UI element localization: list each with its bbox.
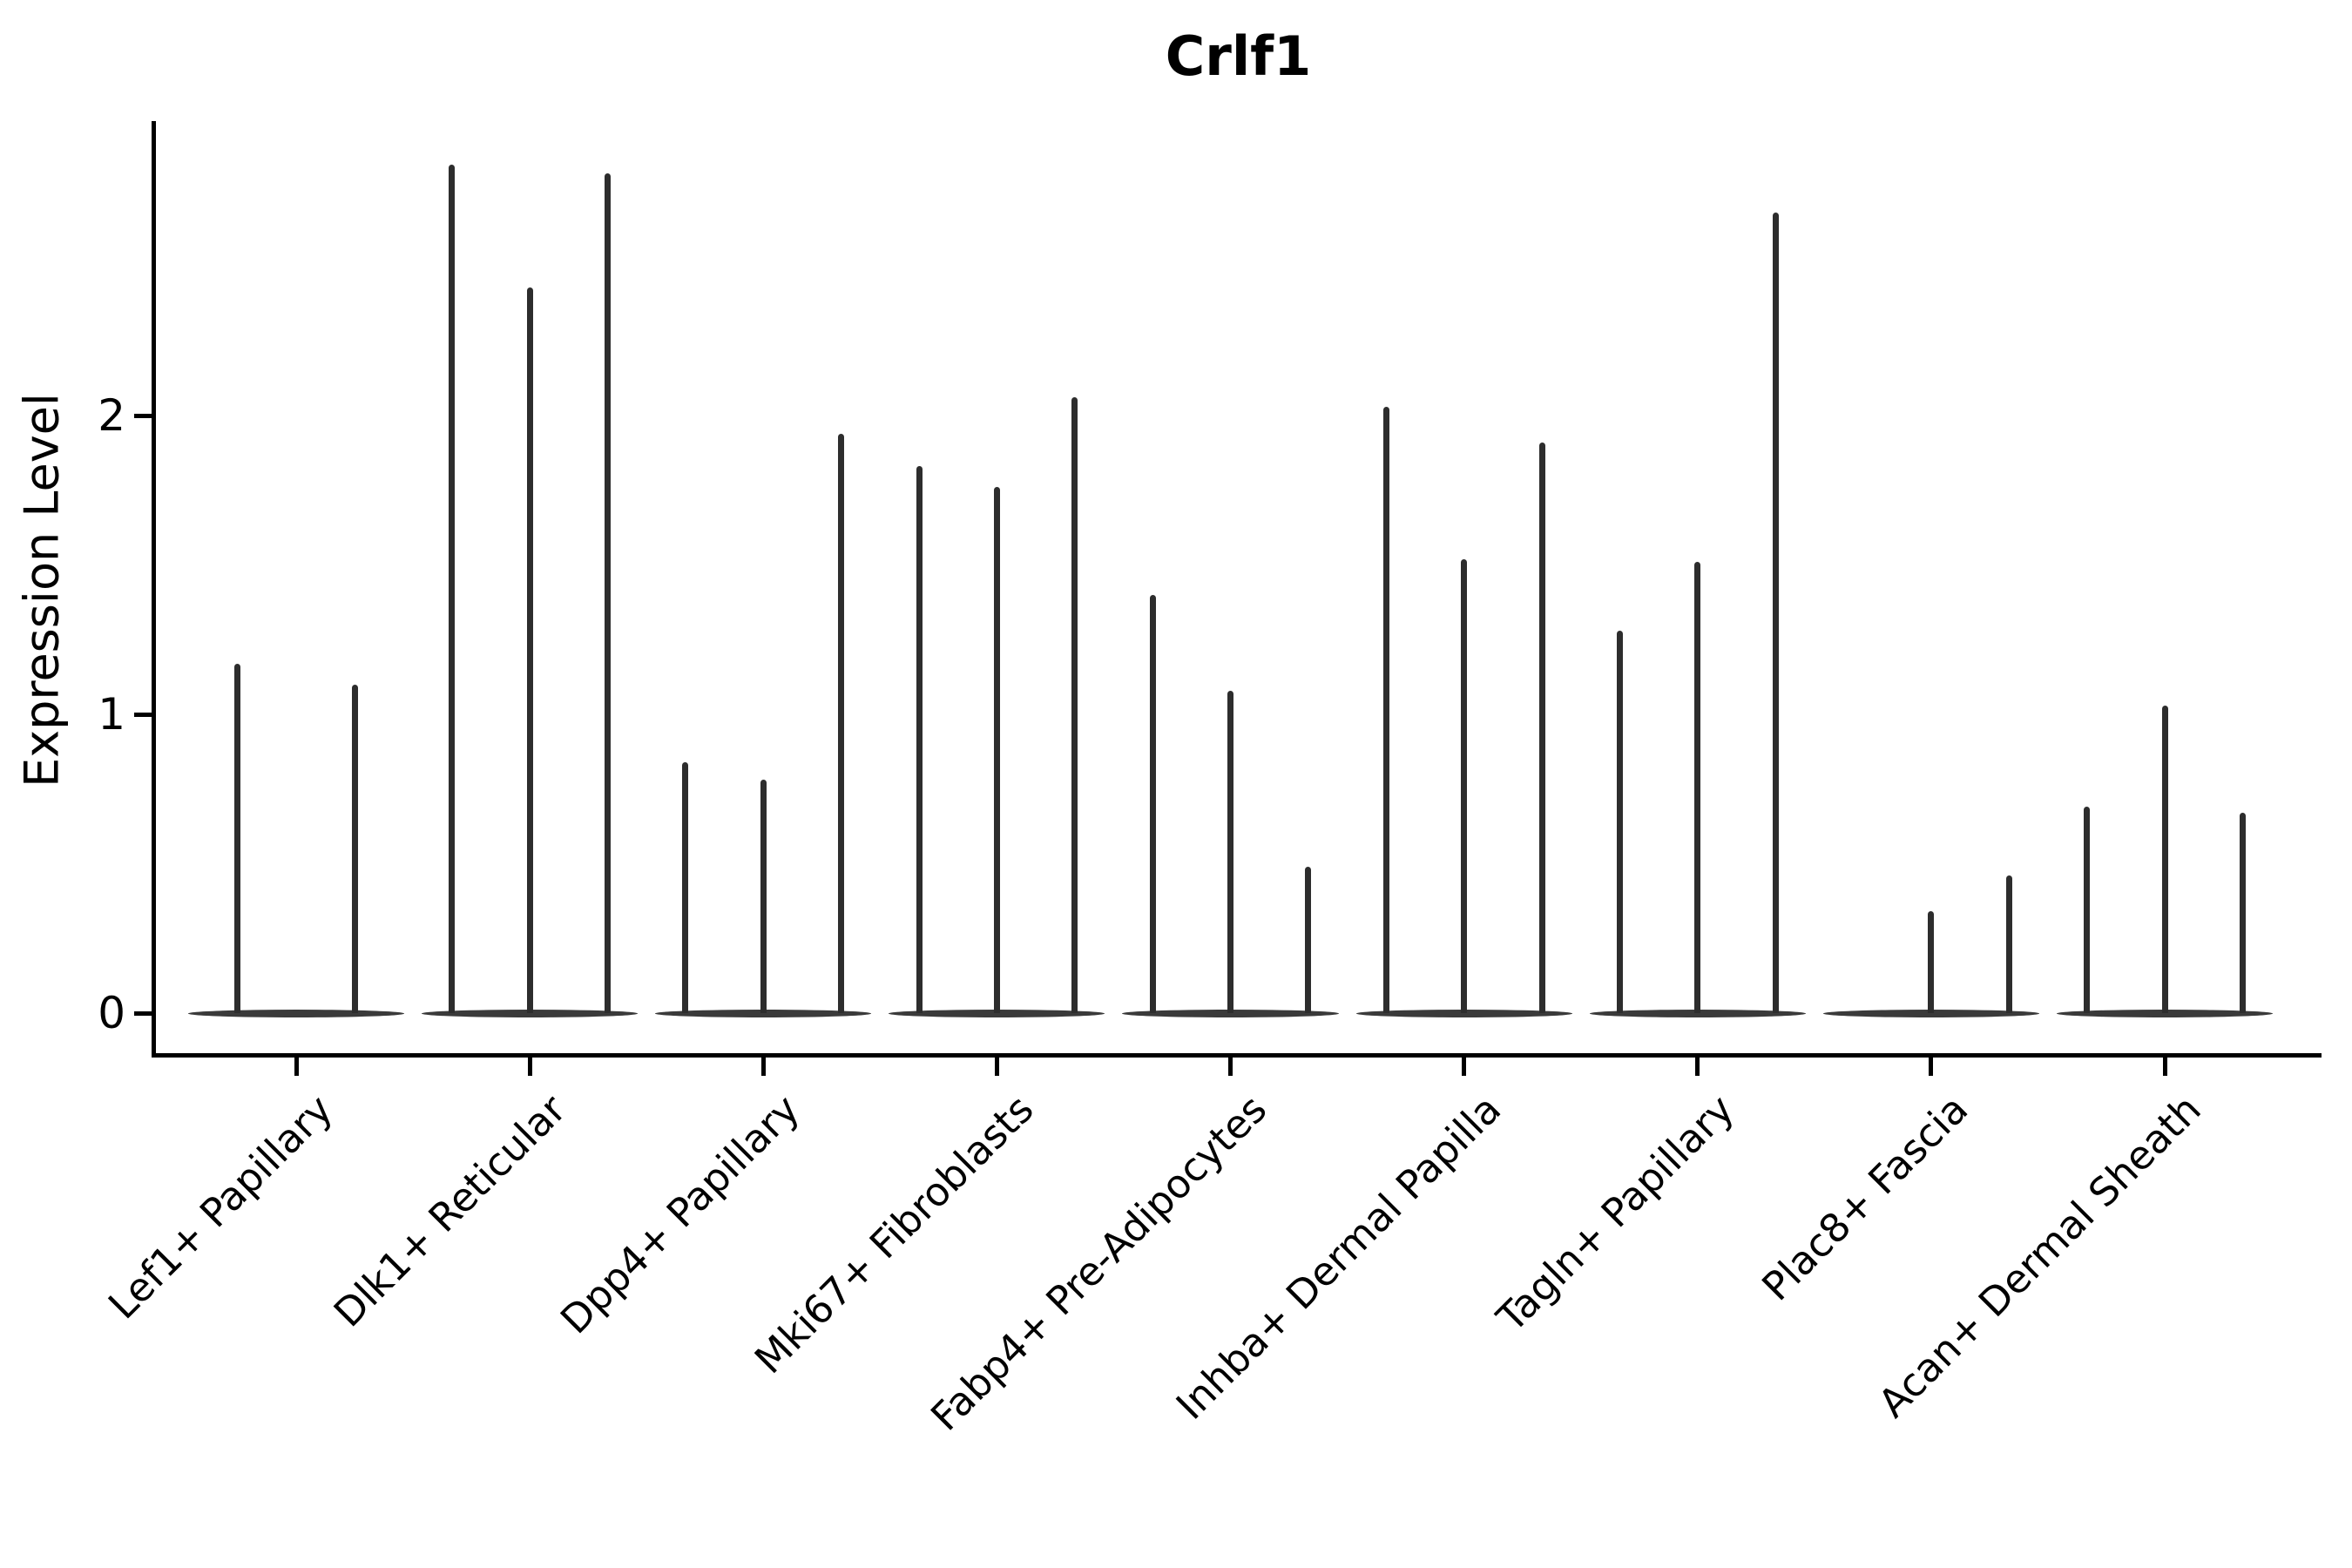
y-axis-spine [152, 121, 156, 1058]
violin-spike [1071, 397, 1078, 1013]
violin-zero-base [1355, 1009, 1572, 1017]
chart-title: Crlf1 [1165, 24, 1312, 88]
y-tick-label: 1 [98, 689, 125, 740]
violin-zero-base [187, 1009, 405, 1017]
violin-zero-base [2056, 1009, 2274, 1017]
violin-spike [449, 164, 456, 1013]
violin-spike [916, 466, 923, 1013]
violin-spike [993, 487, 1000, 1013]
y-tick-label: 2 [98, 390, 125, 441]
violin-spike [234, 663, 241, 1013]
violin-spike [605, 173, 611, 1013]
violin-spike [1382, 406, 1389, 1013]
violin-zero-base [889, 1009, 1105, 1017]
x-tick-mark [2162, 1053, 2167, 1076]
x-tick-label: Lef1+ Papillary [99, 1085, 342, 1328]
violin-spike [2239, 813, 2246, 1013]
violin-spike [2084, 807, 2091, 1013]
x-tick-mark [527, 1053, 532, 1076]
violin-spike [1538, 442, 1545, 1013]
x-tick-mark [994, 1053, 999, 1076]
violin-spike [838, 433, 845, 1013]
violin-zero-base [1822, 1009, 2039, 1017]
violin-spike [760, 780, 767, 1013]
x-tick-label: Dlk1+ Reticular [325, 1085, 576, 1336]
violin-spike [1149, 594, 1156, 1013]
violin-spike [1928, 911, 1935, 1013]
violin-spike [1305, 866, 1312, 1013]
y-tick-mark [134, 413, 155, 418]
y-tick-mark [134, 1010, 155, 1016]
violin-zero-base [1589, 1009, 1806, 1017]
x-tick-mark [1929, 1053, 1934, 1076]
y-tick-label: 0 [98, 988, 125, 1038]
x-tick-mark [1695, 1053, 1700, 1076]
x-tick-label: Tagln+ Papillary [1488, 1085, 1743, 1342]
violin-spike [351, 684, 358, 1013]
violin-spike [526, 287, 533, 1013]
x-tick-mark [1462, 1053, 1467, 1076]
y-tick-mark [134, 712, 155, 717]
violin-spike [2161, 705, 2168, 1013]
violin-spike [1694, 562, 1701, 1013]
x-tick-label: Plac8+ Fascia [1753, 1085, 1977, 1310]
violin-zero-base [655, 1009, 872, 1017]
violin-spike [2005, 875, 2012, 1013]
x-axis-spine [152, 1053, 2322, 1058]
x-tick-mark [1228, 1053, 1233, 1076]
violin-zero-base [422, 1009, 639, 1017]
violin-spike [1772, 212, 1779, 1013]
violin-spike [1227, 690, 1233, 1013]
violin-spike [1461, 558, 1468, 1013]
violin-spike [682, 761, 689, 1013]
x-tick-label: Dpp4+ Papillary [551, 1085, 809, 1343]
x-tick-mark [294, 1053, 299, 1076]
x-tick-mark [760, 1053, 766, 1076]
violin-spike [1616, 630, 1623, 1013]
violin-zero-base [1122, 1009, 1339, 1017]
